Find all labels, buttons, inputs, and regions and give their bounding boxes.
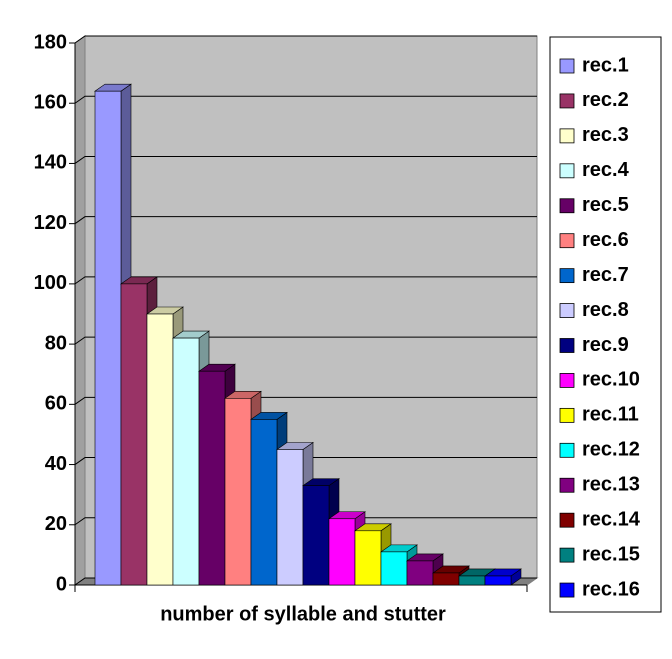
bar-front xyxy=(354,530,382,586)
grid-line xyxy=(74,336,537,345)
grid-line xyxy=(74,396,537,405)
bar-front xyxy=(120,283,148,586)
y-tick-label: 160 xyxy=(34,92,67,114)
grid-line xyxy=(74,95,537,104)
legend-swatch xyxy=(559,93,575,109)
y-tick-label: 40 xyxy=(45,453,67,475)
bar-front xyxy=(276,449,304,586)
legend-label: rec.11 xyxy=(582,404,639,426)
legend-label: rec.1 xyxy=(582,54,629,76)
legend-label: rec.4 xyxy=(582,159,630,181)
grid-line xyxy=(74,517,537,526)
grid-segment xyxy=(74,336,537,345)
grid-line xyxy=(74,276,537,285)
legend-swatch xyxy=(559,163,575,179)
legend-label: rec.12 xyxy=(582,439,640,461)
grid-line xyxy=(74,457,537,465)
bar-front xyxy=(380,551,408,586)
bar-front xyxy=(146,313,174,586)
grid-segment xyxy=(74,396,537,405)
legend-swatch xyxy=(559,338,575,353)
grid-segment xyxy=(74,35,537,44)
legend-swatch xyxy=(559,58,575,74)
y-tick-label: 0 xyxy=(56,573,67,595)
legend-swatch xyxy=(559,477,575,493)
bar xyxy=(354,523,392,586)
legend-swatch xyxy=(559,268,575,284)
legend-label: rec.3 xyxy=(582,124,629,146)
legend-swatch xyxy=(559,442,575,458)
legend-swatch xyxy=(559,582,575,598)
legend-swatch xyxy=(559,407,575,423)
legend-label: rec.16 xyxy=(582,578,640,600)
legend-label: rec.13 xyxy=(582,474,640,496)
legend-label: rec.6 xyxy=(582,229,629,251)
bar-front xyxy=(250,419,278,586)
legend-label: rec.8 xyxy=(582,299,629,321)
legend-swatch xyxy=(559,233,575,249)
x-axis-title: number of syllable and stutter xyxy=(160,603,446,625)
y-tick-label: 20 xyxy=(45,513,67,535)
bar-front xyxy=(406,560,434,586)
legend-label: rec.5 xyxy=(582,194,629,216)
bar-front xyxy=(432,572,460,586)
bar-front xyxy=(458,575,486,586)
bar-front xyxy=(302,485,330,586)
bar xyxy=(484,568,522,586)
y-tick-label: 60 xyxy=(45,393,67,415)
legend-label: rec.7 xyxy=(582,264,629,286)
legend-label: rec.10 xyxy=(582,369,640,391)
legend-swatch xyxy=(559,128,575,144)
grid-line xyxy=(74,155,537,164)
bar-front xyxy=(198,370,226,586)
bar-front xyxy=(484,575,512,586)
side-wall xyxy=(74,35,86,586)
legend-label: rec.15 xyxy=(582,543,640,565)
y-tick-label: 140 xyxy=(34,152,67,174)
bar-front xyxy=(328,518,356,586)
legend-swatch xyxy=(559,198,575,214)
grid-line xyxy=(74,35,537,44)
legend-label: rec.2 xyxy=(582,89,629,111)
legend-label: rec.14 xyxy=(582,508,641,530)
legend-label: rec.9 xyxy=(582,334,629,356)
bar-front xyxy=(224,398,252,586)
y-tick-label: 180 xyxy=(34,31,67,53)
bar-front xyxy=(172,337,200,586)
grid-segment xyxy=(74,517,537,526)
legend-swatch xyxy=(559,512,575,528)
y-tick-label: 120 xyxy=(34,212,67,234)
y-tick-label: 100 xyxy=(34,272,67,294)
grid-segment xyxy=(74,216,537,225)
bar-front xyxy=(94,90,122,586)
legend-swatch xyxy=(559,303,575,318)
grid-segment xyxy=(74,457,537,465)
legend-swatch xyxy=(559,373,575,388)
grid-segment xyxy=(74,155,537,164)
grid-segment xyxy=(74,276,537,285)
grid-segment xyxy=(74,95,537,104)
legend-swatch xyxy=(559,547,575,563)
y-tick-label: 80 xyxy=(45,332,67,354)
grid-line xyxy=(74,216,537,225)
